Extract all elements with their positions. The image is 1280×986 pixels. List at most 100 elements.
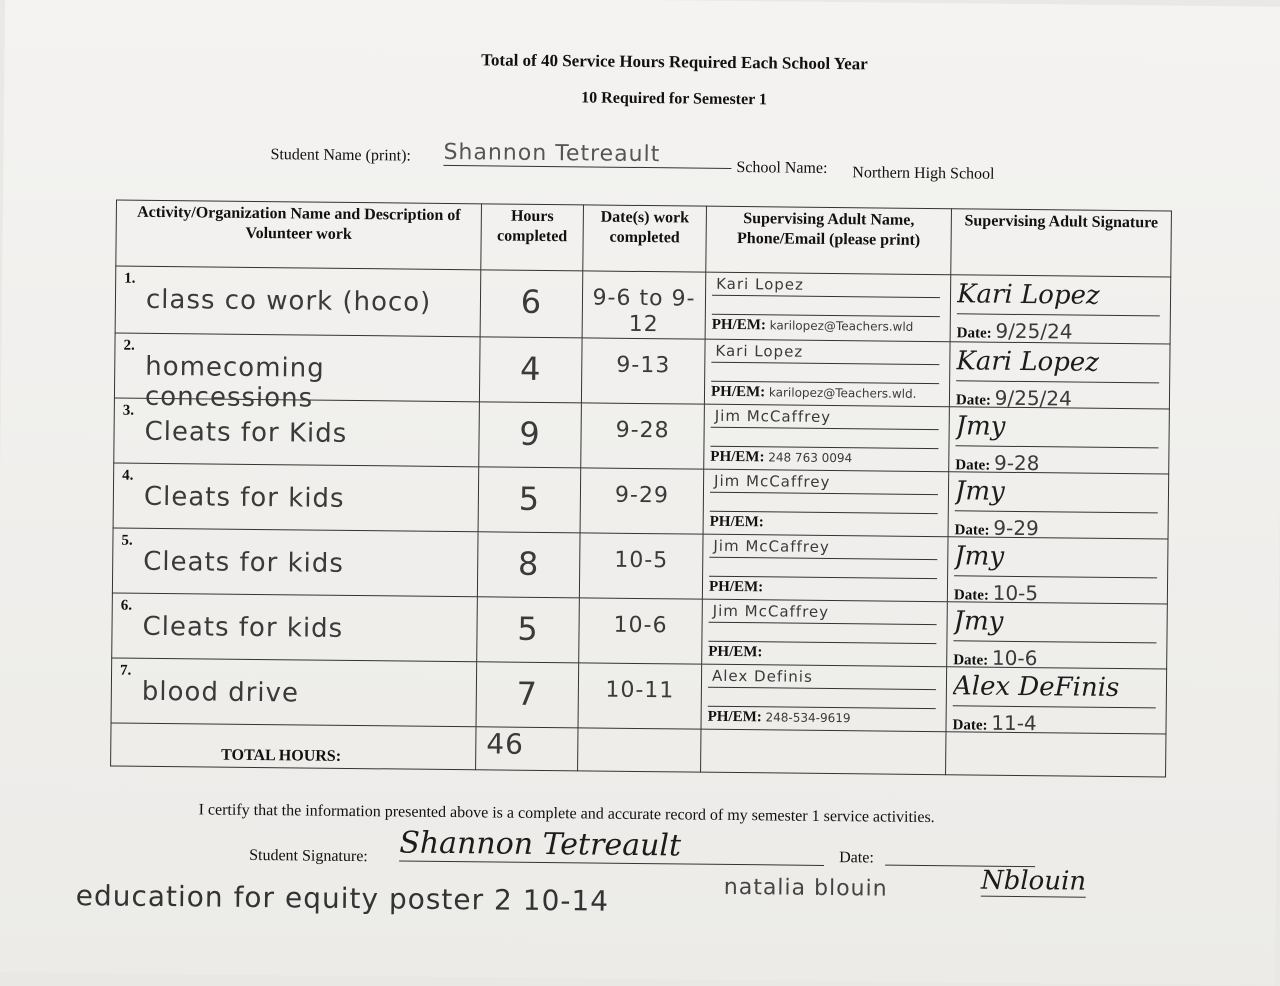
supervisor-cell: Jim McCaffrey PH/EM: 248 763 0094: [704, 404, 950, 472]
supervisor-signature: Jmy: [955, 411, 1158, 448]
student-name-label: Student Name (print):: [270, 146, 411, 165]
header-dates: Date(s) work completed: [583, 205, 707, 272]
dates-value: 10-5: [580, 547, 702, 574]
supervisor-signature: Jmy: [953, 606, 1156, 643]
handwritten-note: education for equity poster 2 10-14: [76, 879, 610, 918]
activity-cell: 4. Cleats for kids: [113, 463, 479, 532]
phem-label: PH/EM:: [708, 644, 762, 661]
dates-value: 9-6 to 9-12: [583, 285, 706, 338]
hours-value: 8: [478, 544, 579, 583]
certification-text: I certify that the information presented…: [199, 801, 935, 827]
phem-label: PH/EM:: [709, 579, 763, 596]
table-row: 5.Cleats for kids 8 10-5 Jim McCaffrey PH…: [112, 528, 1168, 604]
hours-value: 4: [480, 349, 581, 388]
table-row: 1. class co work (hoco) 6 9-6 to 9-12 Kar…: [115, 266, 1171, 344]
volunteer-hours-table: Activity/Organization Name and Descripti…: [110, 199, 1172, 777]
activity-text: blood drive: [142, 677, 299, 709]
hours-value: 5: [477, 609, 578, 648]
hours-cell: 5: [477, 597, 580, 663]
total-hours: 46: [476, 727, 577, 761]
table-row: 2.homecoming concessions 4 9-13 Kari Lop…: [114, 333, 1170, 409]
supervisor-contact: 248-534-9619: [765, 710, 850, 725]
sig-date-label: Date:: [957, 325, 992, 341]
supervisor-contact: karilopez@Teachers.wld.: [769, 385, 917, 401]
table-row: 3.Cleats for Kids 9 9-28 Jim McCaffrey PH…: [114, 398, 1170, 474]
activity-text: class co work (hoco): [146, 285, 432, 318]
activity-cell: 7. blood drive: [111, 658, 477, 727]
supervisor-name: Jim McCaffrey: [710, 472, 938, 495]
school-name-label: School Name:: [736, 159, 827, 178]
supervisor-signature: Jmy: [954, 541, 1157, 578]
total-label: TOTAL HOURS:: [221, 747, 341, 766]
date-field: [885, 849, 1035, 868]
hours-cell: 6: [480, 270, 583, 338]
supervisor-signature: Alex DeFinis: [953, 671, 1156, 708]
supervisor-signature: Jmy: [955, 476, 1158, 513]
header-signature: Supervising Adult Signature: [951, 209, 1172, 277]
dates-value: 9-29: [581, 482, 703, 509]
note-signature: Nblouin: [981, 866, 1086, 898]
dates-value: 10-11: [579, 677, 701, 704]
row-number: 6.: [121, 598, 132, 615]
row-number: 4.: [122, 468, 133, 485]
supervisor-cell: Jim McCaffrey PH/EM:: [703, 469, 949, 537]
supervisor-cell: Jim McCaffrey PH/EM:: [702, 599, 948, 667]
activity-cell: 1. class co work (hoco): [115, 266, 481, 337]
supervisor-cell: Jim McCaffrey PH/EM:: [702, 534, 948, 602]
row-number: 2.: [123, 338, 134, 355]
row-number: 7.: [120, 663, 131, 680]
note-supervisor: natalia blouin: [724, 875, 888, 902]
supervisor-contact: karilopez@Teachers.wld: [770, 318, 914, 334]
supervisor-name: Kari Lopez: [711, 342, 939, 365]
activity-cell: 2.homecoming concessions: [114, 333, 480, 402]
header-hours: Hours completed: [481, 204, 584, 271]
student-signature-label: Student Signature:: [249, 847, 368, 866]
activity-text: Cleats for kids: [144, 482, 345, 514]
dates-cell: 10-6: [579, 598, 703, 664]
dates-cell: 10-5: [579, 533, 703, 599]
hours-value: 9: [479, 414, 580, 453]
dates-cell: 9-13: [581, 338, 705, 404]
dates-value: 9-13: [582, 352, 704, 379]
dates-cell: 9-28: [581, 403, 705, 469]
table-header-row: Activity/Organization Name and Descripti…: [116, 200, 1172, 277]
hours-cell: 7: [476, 662, 579, 728]
supervisor-name: Jim McCaffrey: [709, 537, 937, 560]
hours-cell: 8: [477, 532, 580, 598]
table-row: 6. Cleats for kids 5 10-6 Jim McCaffrey PH…: [112, 593, 1168, 669]
form-title: Total of 40 Service Hours Required Each …: [4, 45, 1280, 79]
form-subtitle: 10 Required for Semester 1: [4, 83, 1280, 115]
hours-value: 7: [477, 674, 578, 713]
phem-label: PH/EM:: [712, 317, 766, 334]
phem-label: PH/EM:: [711, 384, 765, 401]
activity-cell: 3.Cleats for Kids: [114, 398, 480, 467]
supervisor-name: Jim McCaffrey: [709, 602, 937, 625]
student-name-value: Shannon Tetreault: [443, 140, 731, 169]
hours-value: 6: [481, 282, 582, 321]
phem-label: PH/EM:: [708, 709, 762, 726]
hours-cell: 4: [479, 337, 582, 403]
supervisor-name: Kari Lopez: [712, 275, 940, 298]
activity-text: Cleats for kids: [142, 612, 343, 644]
date-label: Date:: [839, 849, 874, 867]
student-signature: Shannon Tetreault: [399, 825, 824, 865]
phem-label: PH/EM:: [710, 514, 764, 531]
dates-cell: 9-6 to 9-12: [582, 271, 706, 339]
activity-cell: 5.Cleats for kids: [112, 528, 478, 597]
phem-label: PH/EM:: [710, 449, 764, 466]
row-number: 1.: [124, 271, 135, 288]
supervisor-name: Jim McCaffrey: [711, 407, 939, 430]
supervisor-signature: Kari Lopez: [956, 346, 1159, 383]
hours-cell: 9: [479, 402, 582, 468]
header-supervisor: Supervising Adult Name, Phone/Email (ple…: [706, 206, 952, 275]
supervisor-contact: 248 763 0094: [768, 450, 852, 465]
supervisor-signature: Kari Lopez: [957, 279, 1160, 316]
